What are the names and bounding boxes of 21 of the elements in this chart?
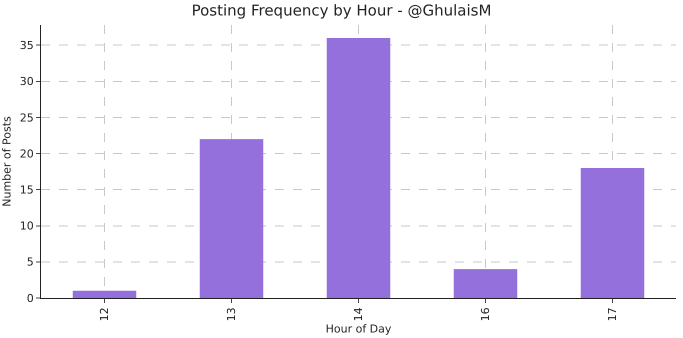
y-tick-label: 20: [20, 147, 34, 160]
x-tick-label: 13: [225, 307, 238, 322]
y-tick-label: 0: [26, 292, 34, 305]
bar: [200, 139, 264, 298]
x-tick-label: 14: [352, 307, 366, 322]
y-tick-label: 10: [20, 220, 34, 233]
bar: [580, 168, 644, 298]
bar: [72, 290, 136, 298]
y-tick-label: 5: [26, 256, 34, 269]
bar: [454, 269, 518, 298]
x-tick-label: 17: [606, 307, 620, 322]
bar: [326, 38, 390, 298]
x-tick-label: 12: [98, 307, 112, 322]
x-axis-title: Hour of Day: [326, 322, 392, 336]
y-tick-label: 35: [20, 39, 34, 52]
y-tick-label: 25: [20, 111, 34, 124]
y-axis-title: Number of Posts: [0, 116, 14, 207]
y-tick-label: 15: [20, 184, 34, 197]
chart-title: Posting Frequency by Hour - @GhulaisM: [192, 2, 492, 20]
x-tick-label: 16: [479, 307, 492, 322]
y-tick-label: 30: [20, 75, 34, 88]
